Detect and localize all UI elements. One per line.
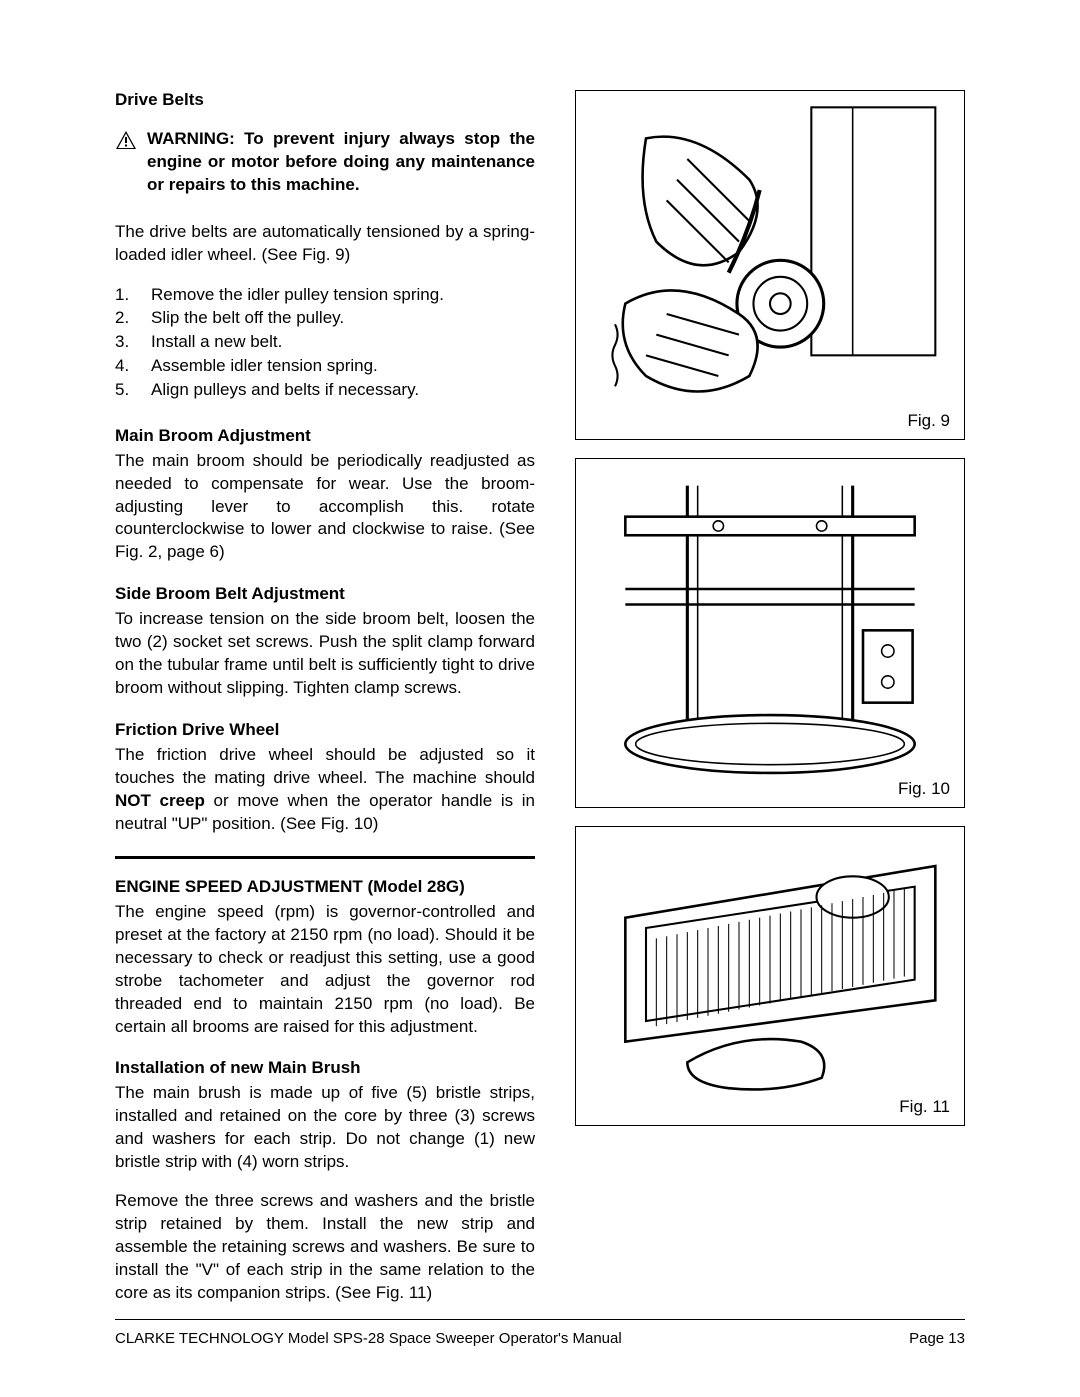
figure-9-caption: Fig. 9: [907, 411, 950, 431]
install-brush-section: Installation of new Main Brush The main …: [115, 1058, 535, 1304]
page-footer: CLARKE TECHNOLOGY Model SPS-28 Space Swe…: [115, 1319, 965, 1347]
figure-11: Fig. 11: [575, 826, 965, 1126]
footer-right: Page 13: [909, 1330, 965, 1347]
side-broom-text: To increase tension on the side broom be…: [115, 608, 535, 700]
warning-text: WARNING: To prevent injury always stop t…: [147, 128, 535, 197]
friction-heading: Friction Drive Wheel: [115, 720, 535, 740]
friction-section: Friction Drive Wheel The friction drive …: [115, 720, 535, 836]
side-broom-section: Side Broom Belt Adjustment To increase t…: [115, 584, 535, 700]
install-brush-p1: The main brush is made up of five (5) br…: [115, 1082, 535, 1174]
drive-belts-steps: 1.Remove the idler pulley tension spring…: [115, 283, 535, 402]
engine-speed-heading: ENGINE SPEED ADJUSTMENT (Model 28G): [115, 877, 535, 897]
left-column: Drive Belts WARNING: To prevent injury a…: [115, 90, 535, 1325]
main-broom-heading: Main Broom Adjustment: [115, 426, 535, 446]
list-item: 5.Align pulleys and belts if necessary.: [115, 378, 535, 402]
warning-icon: [115, 130, 137, 155]
figure-9: Fig. 9: [575, 90, 965, 440]
main-broom-text: The main broom should be periodically re…: [115, 450, 535, 565]
warning-block: WARNING: To prevent injury always stop t…: [115, 128, 535, 197]
section-divider: [115, 856, 535, 859]
friction-text: The friction drive wheel should be adjus…: [115, 744, 535, 836]
drive-belts-intro: The drive belts are automatically tensio…: [115, 221, 535, 267]
figure-10: Fig. 10: [575, 458, 965, 808]
figure-11-caption: Fig. 11: [899, 1097, 950, 1117]
engine-speed-text: The engine speed (rpm) is governor-contr…: [115, 901, 535, 1039]
page-content: Drive Belts WARNING: To prevent injury a…: [0, 0, 1080, 1385]
side-broom-heading: Side Broom Belt Adjustment: [115, 584, 535, 604]
right-column: Fig. 9: [575, 90, 965, 1325]
main-broom-section: Main Broom Adjustment The main broom sho…: [115, 426, 535, 565]
list-item: 3.Install a new belt.: [115, 330, 535, 354]
figure-10-caption: Fig. 10: [898, 779, 950, 799]
list-item: 2.Slip the belt off the pulley.: [115, 306, 535, 330]
figure-9-illustration: [584, 97, 956, 407]
drive-belts-section: Drive Belts WARNING: To prevent injury a…: [115, 90, 535, 402]
figure-10-illustration: [584, 465, 956, 775]
install-brush-heading: Installation of new Main Brush: [115, 1058, 535, 1078]
install-brush-p2: Remove the three screws and washers and …: [115, 1190, 535, 1305]
drive-belts-heading: Drive Belts: [115, 90, 535, 110]
footer-left: CLARKE TECHNOLOGY Model SPS-28 Space Swe…: [115, 1330, 622, 1347]
list-item: 4.Assemble idler tension spring.: [115, 354, 535, 378]
list-item: 1.Remove the idler pulley tension spring…: [115, 283, 535, 307]
engine-speed-section: ENGINE SPEED ADJUSTMENT (Model 28G) The …: [115, 877, 535, 1039]
figure-11-illustration: [584, 835, 956, 1093]
warning-label: WARNING:: [147, 129, 235, 148]
